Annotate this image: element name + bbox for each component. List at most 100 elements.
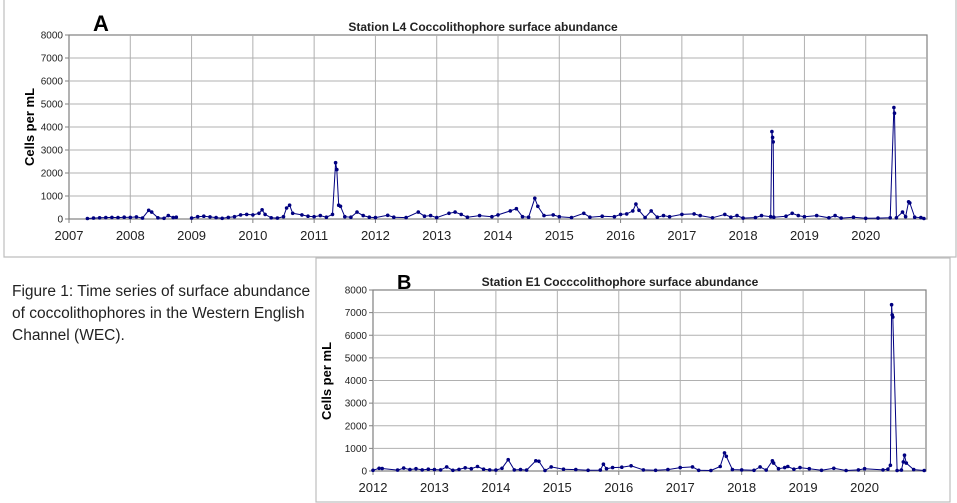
- y-tick-label: 2000: [41, 169, 64, 180]
- x-tick-label: 2008: [116, 228, 145, 243]
- data-point: [156, 216, 160, 220]
- data-point: [604, 466, 609, 471]
- y-tick-label: 8000: [345, 286, 368, 297]
- data-point: [208, 215, 212, 219]
- data-point: [260, 208, 264, 212]
- data-point: [919, 215, 923, 220]
- data-point: [463, 466, 468, 470]
- data-point: [220, 216, 224, 221]
- data-point: [629, 464, 633, 468]
- data-point: [768, 214, 773, 219]
- data-point: [534, 459, 538, 463]
- data-point: [549, 465, 553, 469]
- data-point: [380, 466, 385, 471]
- data-point: [764, 468, 768, 472]
- data-point: [722, 451, 727, 455]
- data-point: [786, 464, 790, 469]
- data-point: [690, 465, 695, 469]
- data-point: [434, 215, 439, 220]
- data-point: [881, 468, 885, 472]
- data-point: [543, 468, 547, 473]
- data-point: [281, 214, 286, 219]
- data-point: [770, 129, 774, 134]
- data-point: [508, 209, 513, 213]
- data-point: [335, 167, 339, 172]
- x-tick-label: 2017: [667, 228, 696, 243]
- data-point: [469, 466, 474, 471]
- data-point: [833, 213, 837, 218]
- chart-a-ylabel: Cells per mL: [22, 88, 37, 166]
- data-point: [814, 213, 819, 218]
- data-point: [284, 206, 289, 210]
- y-tick-label: 6000: [41, 77, 64, 88]
- y-tick-label: 4000: [41, 123, 64, 134]
- data-point: [338, 204, 343, 209]
- panel-a-frame: [3, 0, 957, 258]
- data-point: [287, 203, 292, 207]
- data-point: [557, 214, 562, 219]
- data-point: [903, 214, 908, 219]
- y-tick-label: 1000: [345, 444, 368, 455]
- data-point: [189, 216, 194, 220]
- data-point: [561, 467, 566, 472]
- data-point: [889, 302, 894, 307]
- data-point: [771, 140, 775, 144]
- data-point: [85, 216, 90, 221]
- data-point: [610, 465, 615, 470]
- data-point: [551, 213, 555, 217]
- data-point: [912, 215, 917, 219]
- data-point: [226, 215, 231, 220]
- data-point: [653, 468, 658, 473]
- data-point: [624, 212, 629, 216]
- data-point: [263, 212, 267, 217]
- data-point: [171, 215, 175, 220]
- data-point: [395, 468, 400, 472]
- data-point: [655, 215, 660, 219]
- data-point: [451, 468, 455, 473]
- chart-b: B Station E1 Cocccolithophore surface ab…: [319, 272, 927, 495]
- y-tick-label: 0: [57, 215, 63, 226]
- y-tick-label: 7000: [345, 308, 368, 319]
- panel-label-b: B: [397, 272, 411, 294]
- data-point: [888, 216, 892, 220]
- data-point: [408, 467, 412, 472]
- data-point: [586, 468, 590, 473]
- data-point: [392, 215, 396, 219]
- data-point: [174, 215, 179, 219]
- data-point: [520, 214, 525, 219]
- x-tick-label: 2015: [545, 228, 574, 243]
- data-point: [643, 215, 647, 220]
- figure-caption: Figure 1: Time series of surface abundan…: [12, 283, 311, 344]
- data-point: [465, 215, 470, 219]
- data-point: [373, 215, 378, 220]
- data-point: [724, 454, 729, 459]
- data-point: [851, 215, 856, 219]
- data-point: [844, 468, 848, 473]
- data-point: [416, 210, 421, 214]
- data-point: [232, 214, 237, 219]
- data-point: [649, 209, 653, 213]
- data-point: [784, 214, 788, 218]
- data-point: [116, 215, 120, 220]
- data-point: [752, 468, 756, 473]
- data-point: [257, 211, 261, 216]
- data-point: [428, 213, 433, 218]
- data-point: [612, 214, 617, 219]
- data-point: [895, 468, 899, 473]
- data-point: [798, 465, 802, 470]
- data-point: [696, 468, 701, 473]
- data-point: [128, 215, 133, 220]
- data-point: [438, 468, 443, 472]
- data-point: [908, 201, 912, 205]
- data-point: [432, 467, 437, 472]
- x-tick-label: 2011: [300, 228, 328, 243]
- data-point: [710, 216, 715, 220]
- data-point: [753, 215, 758, 220]
- data-point: [275, 216, 280, 220]
- y-tick-label: 5000: [41, 100, 64, 111]
- data-point: [692, 212, 696, 216]
- data-point: [494, 468, 498, 472]
- data-point: [477, 213, 482, 218]
- data-point: [306, 214, 310, 218]
